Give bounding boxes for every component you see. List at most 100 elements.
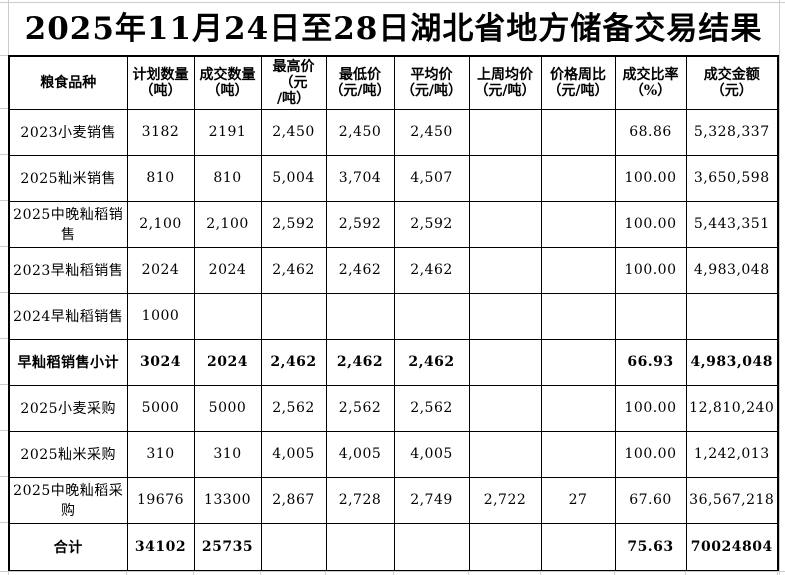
table-cell bbox=[468, 430, 542, 478]
table-cell: 2,100 bbox=[126, 200, 195, 248]
table-header: 粮食品种 计划数量 （吨） 成交数量 （吨） 最高价 （元 /吨） 最低价 （元/吨）平… bbox=[8, 55, 779, 110]
table-cell bbox=[540, 384, 616, 432]
table-cell: 2,462 bbox=[393, 246, 470, 294]
table-cell: 3182 bbox=[126, 108, 195, 156]
table-cell: 25735 bbox=[193, 522, 262, 572]
table-cell bbox=[468, 522, 542, 572]
table-cell: 5,004 bbox=[260, 154, 327, 202]
table-cell: 12,810,240 bbox=[685, 384, 779, 432]
excel-gridline bbox=[0, 292, 8, 293]
table-cell: 67.60 bbox=[614, 476, 687, 524]
excel-gridline bbox=[0, 384, 8, 385]
table-cell: 19676 bbox=[126, 476, 195, 524]
table-cell: 2024 bbox=[193, 246, 262, 294]
table-cell: 3,704 bbox=[325, 154, 395, 202]
excel-gridline bbox=[0, 476, 8, 477]
table-row: 2024早籼稻销售 1000 bbox=[8, 292, 779, 340]
table-row: 2023小麦销售 3182 2191 2,450 2,450 2,450 68.86 5,32… bbox=[8, 108, 779, 156]
table-cell: 5,328,337 bbox=[685, 108, 779, 156]
grain-variety-cell: 2025中晚籼稻采购 bbox=[8, 476, 128, 524]
table-cell: 2,450 bbox=[260, 108, 327, 156]
table-cell bbox=[468, 108, 542, 156]
table-cell bbox=[325, 522, 395, 572]
table-cell: 100.00 bbox=[614, 384, 687, 432]
table-row: 2025籼米采购 310 310 4,005 4,005 4,005 100.00 1,242… bbox=[8, 430, 779, 478]
table-cell bbox=[540, 108, 616, 156]
column-header: 平均价 （元/吨） bbox=[393, 55, 470, 110]
table-cell: 5,443,351 bbox=[685, 200, 779, 248]
table-cell: 36,567,218 bbox=[685, 476, 779, 524]
table-cell: 68.86 bbox=[614, 108, 687, 156]
table-cell: 3,650,598 bbox=[685, 154, 779, 202]
table-row: 2025中晚籼稻销售 2,100 2,100 2,592 2,592 2,592 100.0… bbox=[8, 200, 779, 248]
table-cell: 4,983,048 bbox=[685, 338, 779, 386]
table-cell bbox=[193, 292, 262, 340]
table-cell: 100.00 bbox=[614, 246, 687, 294]
grain-variety-cell: 2023早籼稻销售 bbox=[8, 246, 128, 294]
table-cell bbox=[468, 384, 542, 432]
table-cell bbox=[540, 430, 616, 478]
table-row: 合计 34102 25735 75.63 70024804 bbox=[8, 522, 779, 572]
column-header: 粮食品种 bbox=[8, 55, 128, 110]
table-cell bbox=[325, 292, 395, 340]
table-cell: 810 bbox=[126, 154, 195, 202]
excel-gridline bbox=[0, 522, 8, 523]
table-cell: 2,450 bbox=[393, 108, 470, 156]
table-cell: 13300 bbox=[193, 476, 262, 524]
table-cell: 66.93 bbox=[614, 338, 687, 386]
table-row: 2025籼米销售 810 810 5,004 3,704 4,507 100.00 3,650… bbox=[8, 154, 779, 202]
table-cell: 75.63 bbox=[614, 522, 687, 572]
excel-gridline bbox=[0, 154, 8, 155]
table-cell: 2,450 bbox=[325, 108, 395, 156]
excel-gridline bbox=[0, 246, 8, 247]
grain-variety-cell: 2025中晚籼稻销售 bbox=[8, 200, 128, 248]
table-cell: 2,749 bbox=[393, 476, 470, 524]
table-cell: 4,005 bbox=[260, 430, 327, 478]
table-cell: 4,507 bbox=[393, 154, 470, 202]
table-cell: 4,983,048 bbox=[685, 246, 779, 294]
results-table: 粮食品种 计划数量 （吨） 成交数量 （吨） 最高价 （元 /吨） 最低价 （元/吨）平… bbox=[8, 55, 779, 572]
grain-variety-cell: 2023小麦销售 bbox=[8, 108, 128, 156]
table-cell: 5000 bbox=[193, 384, 262, 432]
column-header: 上周均价 （元/吨） bbox=[468, 55, 542, 110]
excel-gridline bbox=[0, 338, 8, 339]
table-cell: 2,462 bbox=[260, 246, 327, 294]
grain-variety-cell: 2025籼米销售 bbox=[8, 154, 128, 202]
table-cell: 4,005 bbox=[325, 430, 395, 478]
table-cell: 2,592 bbox=[325, 200, 395, 248]
table-cell: 2191 bbox=[193, 108, 262, 156]
table-cell: 2,462 bbox=[260, 338, 327, 386]
table-cell bbox=[468, 200, 542, 248]
table-cell: 2,728 bbox=[325, 476, 395, 524]
table-cell: 2,592 bbox=[393, 200, 470, 248]
table-body: 2023小麦销售 3182 2191 2,450 2,450 2,450 68.86 5,32… bbox=[8, 108, 779, 572]
table-cell: 1,242,013 bbox=[685, 430, 779, 478]
table-cell: 27 bbox=[540, 476, 616, 524]
table-cell: 3024 bbox=[126, 338, 195, 386]
table-cell: 2,867 bbox=[260, 476, 327, 524]
table-cell: 2,462 bbox=[393, 338, 470, 386]
header-row: 粮食品种 计划数量 （吨） 成交数量 （吨） 最高价 （元 /吨） 最低价 （元/吨）平… bbox=[8, 55, 779, 110]
table-row: 2025小麦采购 5000 5000 2,562 2,562 2,562 100.00 12,… bbox=[8, 384, 779, 432]
table-cell bbox=[540, 338, 616, 386]
table-cell bbox=[685, 292, 779, 340]
column-header: 成交比率 （%） bbox=[614, 55, 687, 110]
table-cell bbox=[260, 292, 327, 340]
table-cell: 5000 bbox=[126, 384, 195, 432]
table-cell bbox=[540, 246, 616, 294]
table-cell: 1000 bbox=[126, 292, 195, 340]
excel-gridline bbox=[0, 108, 8, 109]
table-cell: 2,462 bbox=[325, 338, 395, 386]
column-header: 最高价 （元 /吨） bbox=[260, 55, 327, 110]
table-row: 2023早籼稻销售 2024 2024 2,462 2,462 2,462 100.00 4,… bbox=[8, 246, 779, 294]
table-cell bbox=[393, 292, 470, 340]
table-cell: 100.00 bbox=[614, 200, 687, 248]
table-cell: 310 bbox=[193, 430, 262, 478]
table-cell: 310 bbox=[126, 430, 195, 478]
grain-variety-cell: 2025籼米采购 bbox=[8, 430, 128, 478]
excel-gridline bbox=[0, 430, 8, 431]
table-cell: 810 bbox=[193, 154, 262, 202]
table-cell bbox=[614, 292, 687, 340]
column-header: 计划数量 （吨） bbox=[126, 55, 195, 110]
column-header: 成交数量 （吨） bbox=[193, 55, 262, 110]
